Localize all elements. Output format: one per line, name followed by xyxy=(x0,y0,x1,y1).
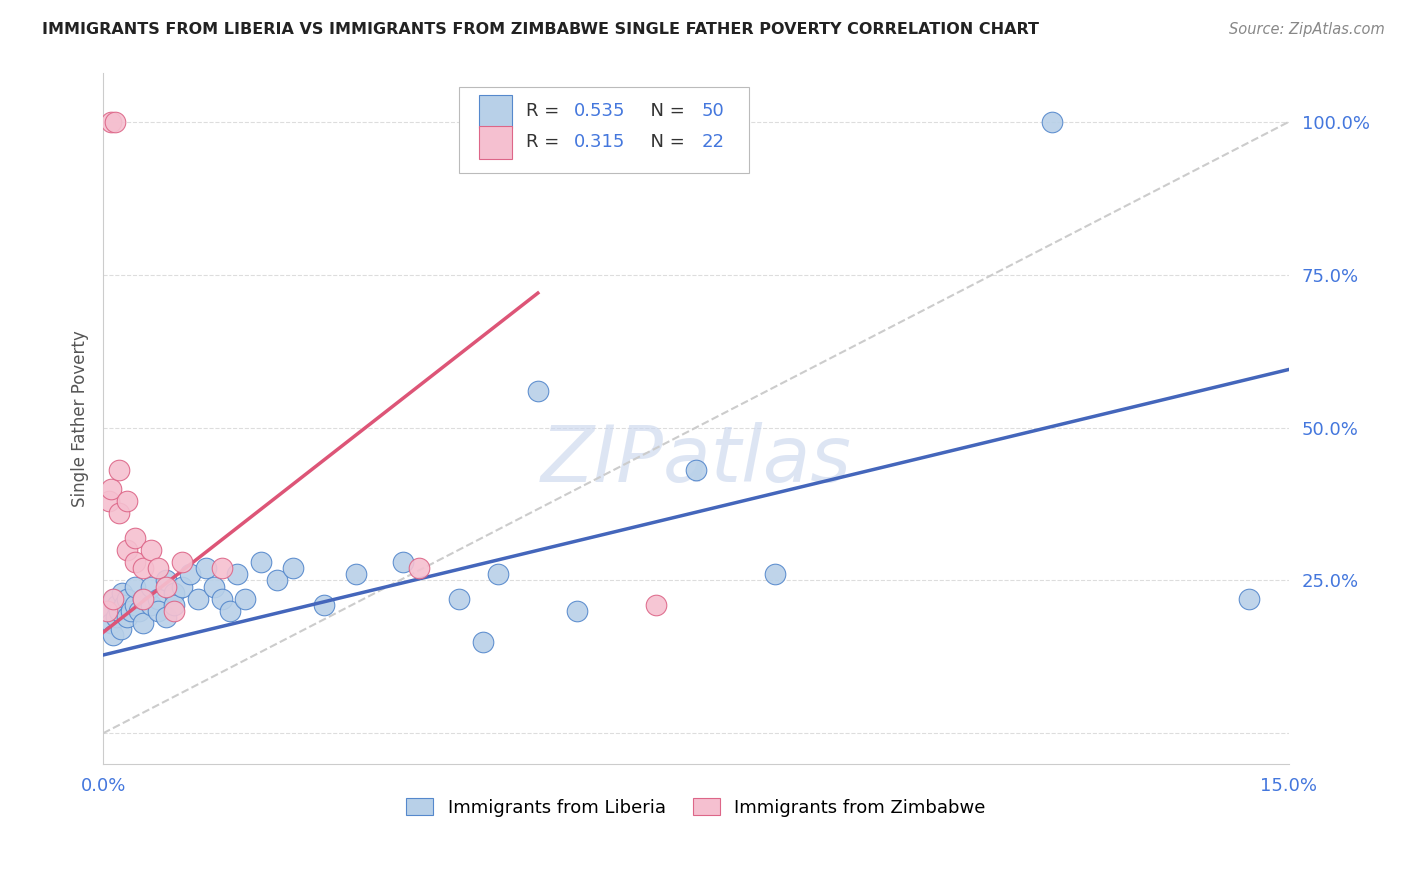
Point xyxy=(98,494,121,508)
Legend: Immigrants from Liberia, Immigrants from Zimbabwe: Immigrants from Liberia, Immigrants from… xyxy=(399,791,993,824)
Point xyxy=(103,591,125,606)
Point xyxy=(148,604,170,618)
Point xyxy=(131,591,153,606)
Point xyxy=(471,634,494,648)
Point xyxy=(128,604,150,618)
Point xyxy=(344,567,367,582)
Point xyxy=(131,616,153,631)
Point xyxy=(148,591,170,606)
Point xyxy=(105,598,128,612)
Text: R =: R = xyxy=(526,102,565,120)
Text: N =: N = xyxy=(638,102,690,120)
Point xyxy=(250,555,273,569)
Point xyxy=(155,580,177,594)
Point xyxy=(235,591,257,606)
Point xyxy=(104,610,127,624)
Point xyxy=(218,604,240,618)
Point xyxy=(131,591,153,606)
FancyBboxPatch shape xyxy=(458,87,749,173)
Text: 0.535: 0.535 xyxy=(574,102,626,120)
Point xyxy=(163,585,186,599)
Point xyxy=(131,561,153,575)
Text: 50: 50 xyxy=(702,102,724,120)
Point xyxy=(1237,591,1260,606)
Point xyxy=(112,598,135,612)
Point xyxy=(139,580,162,594)
Point xyxy=(101,591,124,606)
Point xyxy=(155,610,177,624)
Point xyxy=(139,598,162,612)
Bar xyxy=(479,95,512,128)
Point xyxy=(447,591,470,606)
Point xyxy=(314,598,336,612)
Y-axis label: Single Father Poverty: Single Father Poverty xyxy=(72,330,89,507)
Point xyxy=(163,604,186,618)
Point xyxy=(115,610,138,624)
Point xyxy=(172,555,194,569)
Point xyxy=(148,561,170,575)
Point xyxy=(115,542,138,557)
Point xyxy=(179,567,201,582)
Point xyxy=(139,542,162,557)
Point xyxy=(155,574,177,588)
Text: N =: N = xyxy=(638,133,690,151)
Point xyxy=(104,115,127,129)
Text: 0.315: 0.315 xyxy=(574,133,626,151)
Point xyxy=(111,585,134,599)
Text: 22: 22 xyxy=(702,133,725,151)
Point xyxy=(163,598,186,612)
Point xyxy=(108,463,131,477)
Point xyxy=(194,561,217,575)
Point xyxy=(108,506,131,520)
Point xyxy=(645,598,668,612)
Text: IMMIGRANTS FROM LIBERIA VS IMMIGRANTS FROM ZIMBABWE SINGLE FATHER POVERTY CORREL: IMMIGRANTS FROM LIBERIA VS IMMIGRANTS FR… xyxy=(42,22,1039,37)
Point xyxy=(408,561,430,575)
Point xyxy=(124,531,146,545)
Point xyxy=(115,494,138,508)
Point xyxy=(100,482,122,496)
Point xyxy=(101,628,124,642)
Point xyxy=(763,567,786,582)
Point xyxy=(202,580,225,594)
Point xyxy=(567,604,589,618)
Point xyxy=(281,561,304,575)
Text: Source: ZipAtlas.com: Source: ZipAtlas.com xyxy=(1229,22,1385,37)
Point xyxy=(96,604,118,618)
Point xyxy=(211,561,233,575)
Point xyxy=(120,604,142,618)
Point xyxy=(392,555,415,569)
Point xyxy=(124,555,146,569)
Point xyxy=(124,598,146,612)
Point xyxy=(124,580,146,594)
Point xyxy=(110,623,132,637)
Point xyxy=(100,616,122,631)
Point xyxy=(1040,115,1063,129)
Point xyxy=(527,384,550,398)
Point xyxy=(172,580,194,594)
Point xyxy=(115,591,138,606)
Point xyxy=(108,604,131,618)
Point xyxy=(211,591,233,606)
Point xyxy=(98,604,121,618)
Point xyxy=(685,463,707,477)
Point xyxy=(486,567,509,582)
Text: ZIPatlas: ZIPatlas xyxy=(540,422,852,498)
Bar xyxy=(479,126,512,160)
Point xyxy=(187,591,209,606)
Text: R =: R = xyxy=(526,133,565,151)
Point xyxy=(266,574,288,588)
Point xyxy=(226,567,249,582)
Point xyxy=(100,115,122,129)
